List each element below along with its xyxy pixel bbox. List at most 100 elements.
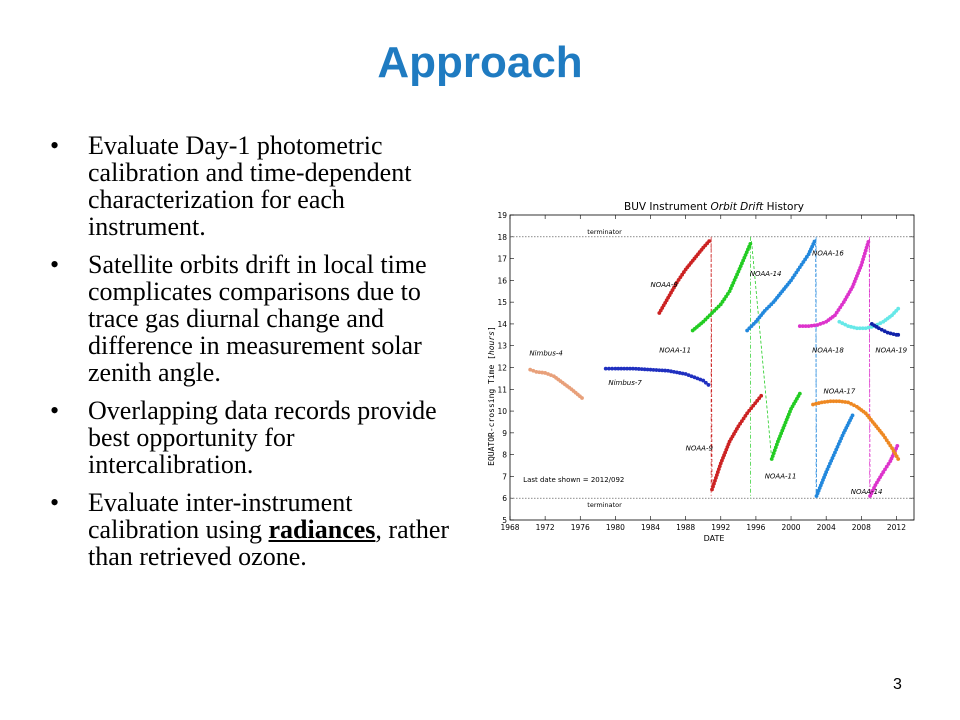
bullet-item: • Evaluate inter-instrument calibration u… <box>50 489 465 570</box>
y-tick-label: 16 <box>497 276 507 285</box>
data-point <box>657 368 662 373</box>
chart-note: Last date shown = 2012/092 <box>523 476 624 484</box>
data-point <box>896 332 901 337</box>
data-point <box>610 366 615 371</box>
data-point <box>769 457 774 461</box>
data-point <box>771 451 776 456</box>
x-tick-label: 1972 <box>536 523 555 532</box>
data-point <box>717 464 722 469</box>
x-tick-label: 2008 <box>852 523 871 532</box>
data-point <box>710 487 714 492</box>
y-tick-label: 9 <box>502 429 507 438</box>
series-label: NOAA-9 <box>651 281 679 289</box>
y-axis-label: EQUATOR-crossing Time [hours] <box>487 326 496 466</box>
data-point <box>822 400 827 404</box>
y-tick-label: 7 <box>502 472 507 481</box>
series-label: Nimbus-7 <box>608 379 642 387</box>
series-label: NOAA-16 <box>812 249 844 257</box>
data-point <box>815 323 820 327</box>
data-point <box>866 239 871 244</box>
data-point <box>849 401 853 406</box>
data-point <box>698 377 703 382</box>
bullet-text: Overlapping data records provide best op… <box>88 396 437 479</box>
data-point <box>654 368 659 372</box>
bullet-item: • Satellite orbits drift in local time co… <box>50 251 465 386</box>
data-point <box>812 323 817 328</box>
data-point <box>531 368 536 373</box>
data-point <box>821 320 826 325</box>
y-tick-label: 5 <box>502 516 507 525</box>
x-axis-label: DATE <box>704 534 725 543</box>
data-point <box>843 400 848 404</box>
series-noaa-18 <box>837 306 901 331</box>
series-label: NOAA-17 <box>824 388 856 396</box>
series-noaa-16 <box>797 238 900 498</box>
series-label: NOAA-14 <box>851 488 883 496</box>
data-point <box>850 413 855 418</box>
bullet-text-pre: Evaluate inter-instrument calibration us… <box>88 488 353 544</box>
data-point <box>861 257 865 262</box>
data-point <box>540 370 545 375</box>
data-point <box>888 331 893 336</box>
data-point <box>865 242 870 247</box>
data-point <box>639 367 644 372</box>
data-point <box>663 368 668 373</box>
data-point <box>881 470 886 474</box>
chart-title: BUV Instrument Orbit Drift History <box>624 201 804 213</box>
bullet-icon: • <box>50 131 60 160</box>
data-point <box>543 371 548 375</box>
bullet-item: • Evaluate Day-1 photometric calibration … <box>50 132 465 240</box>
series-label: NOAA-11 <box>659 346 691 354</box>
data-point <box>633 366 638 371</box>
data-point <box>863 326 868 331</box>
data-point <box>876 326 881 331</box>
data-point <box>855 326 859 331</box>
data-point <box>660 368 665 373</box>
data-point <box>613 366 618 371</box>
data-point <box>806 324 811 329</box>
slide-title: Approach <box>377 38 583 87</box>
data-point <box>809 323 814 328</box>
data-point <box>677 371 682 375</box>
data-point <box>528 367 533 372</box>
x-tick-label: 1992 <box>711 523 730 532</box>
data-point <box>619 366 624 371</box>
plot-area: 5 6 7 8 9 10 11 12 13 14 15 16 17 18 19 1968 1972 1976 198… <box>497 211 915 532</box>
bullet-text: Satellite orbits drift in local time com… <box>88 250 427 387</box>
series-noaa-14 <box>745 238 855 498</box>
data-point <box>714 473 719 477</box>
data-point <box>695 376 700 381</box>
bullet-icon: • <box>50 488 60 517</box>
data-point <box>891 332 896 336</box>
data-point <box>772 448 777 453</box>
data-point <box>625 366 630 371</box>
data-point <box>864 245 869 250</box>
x-tick-label: 2004 <box>817 523 836 532</box>
data-point <box>759 393 764 398</box>
series-label: NOAA-11 <box>765 473 797 481</box>
x-tick-label: 1980 <box>606 523 625 532</box>
x-tick-label: 1984 <box>641 523 660 532</box>
x-tick-label: 2012 <box>887 523 906 532</box>
data-point <box>797 391 802 396</box>
data-point <box>879 327 884 332</box>
series-switch <box>710 238 713 490</box>
data-point <box>860 260 865 265</box>
data-point <box>846 324 851 329</box>
bullet-text: Evaluate Day-1 photometric calibration a… <box>88 131 412 241</box>
page-number: 3 <box>893 676 902 693</box>
terminator-label: terminator <box>587 501 622 509</box>
data-point <box>546 372 550 376</box>
series-noaa-9 <box>657 238 764 492</box>
data-point <box>622 366 627 371</box>
y-tick-label: 6 <box>502 494 507 503</box>
data-point <box>863 248 868 253</box>
series-label: NOAA-18 <box>812 346 844 354</box>
data-point <box>837 399 842 404</box>
bullet-text-post: , rather than retrieved ozone. <box>88 515 450 571</box>
data-point <box>886 462 891 466</box>
data-point <box>534 369 539 374</box>
data-point <box>716 467 721 472</box>
data-point <box>852 403 856 408</box>
data-point <box>816 401 821 405</box>
